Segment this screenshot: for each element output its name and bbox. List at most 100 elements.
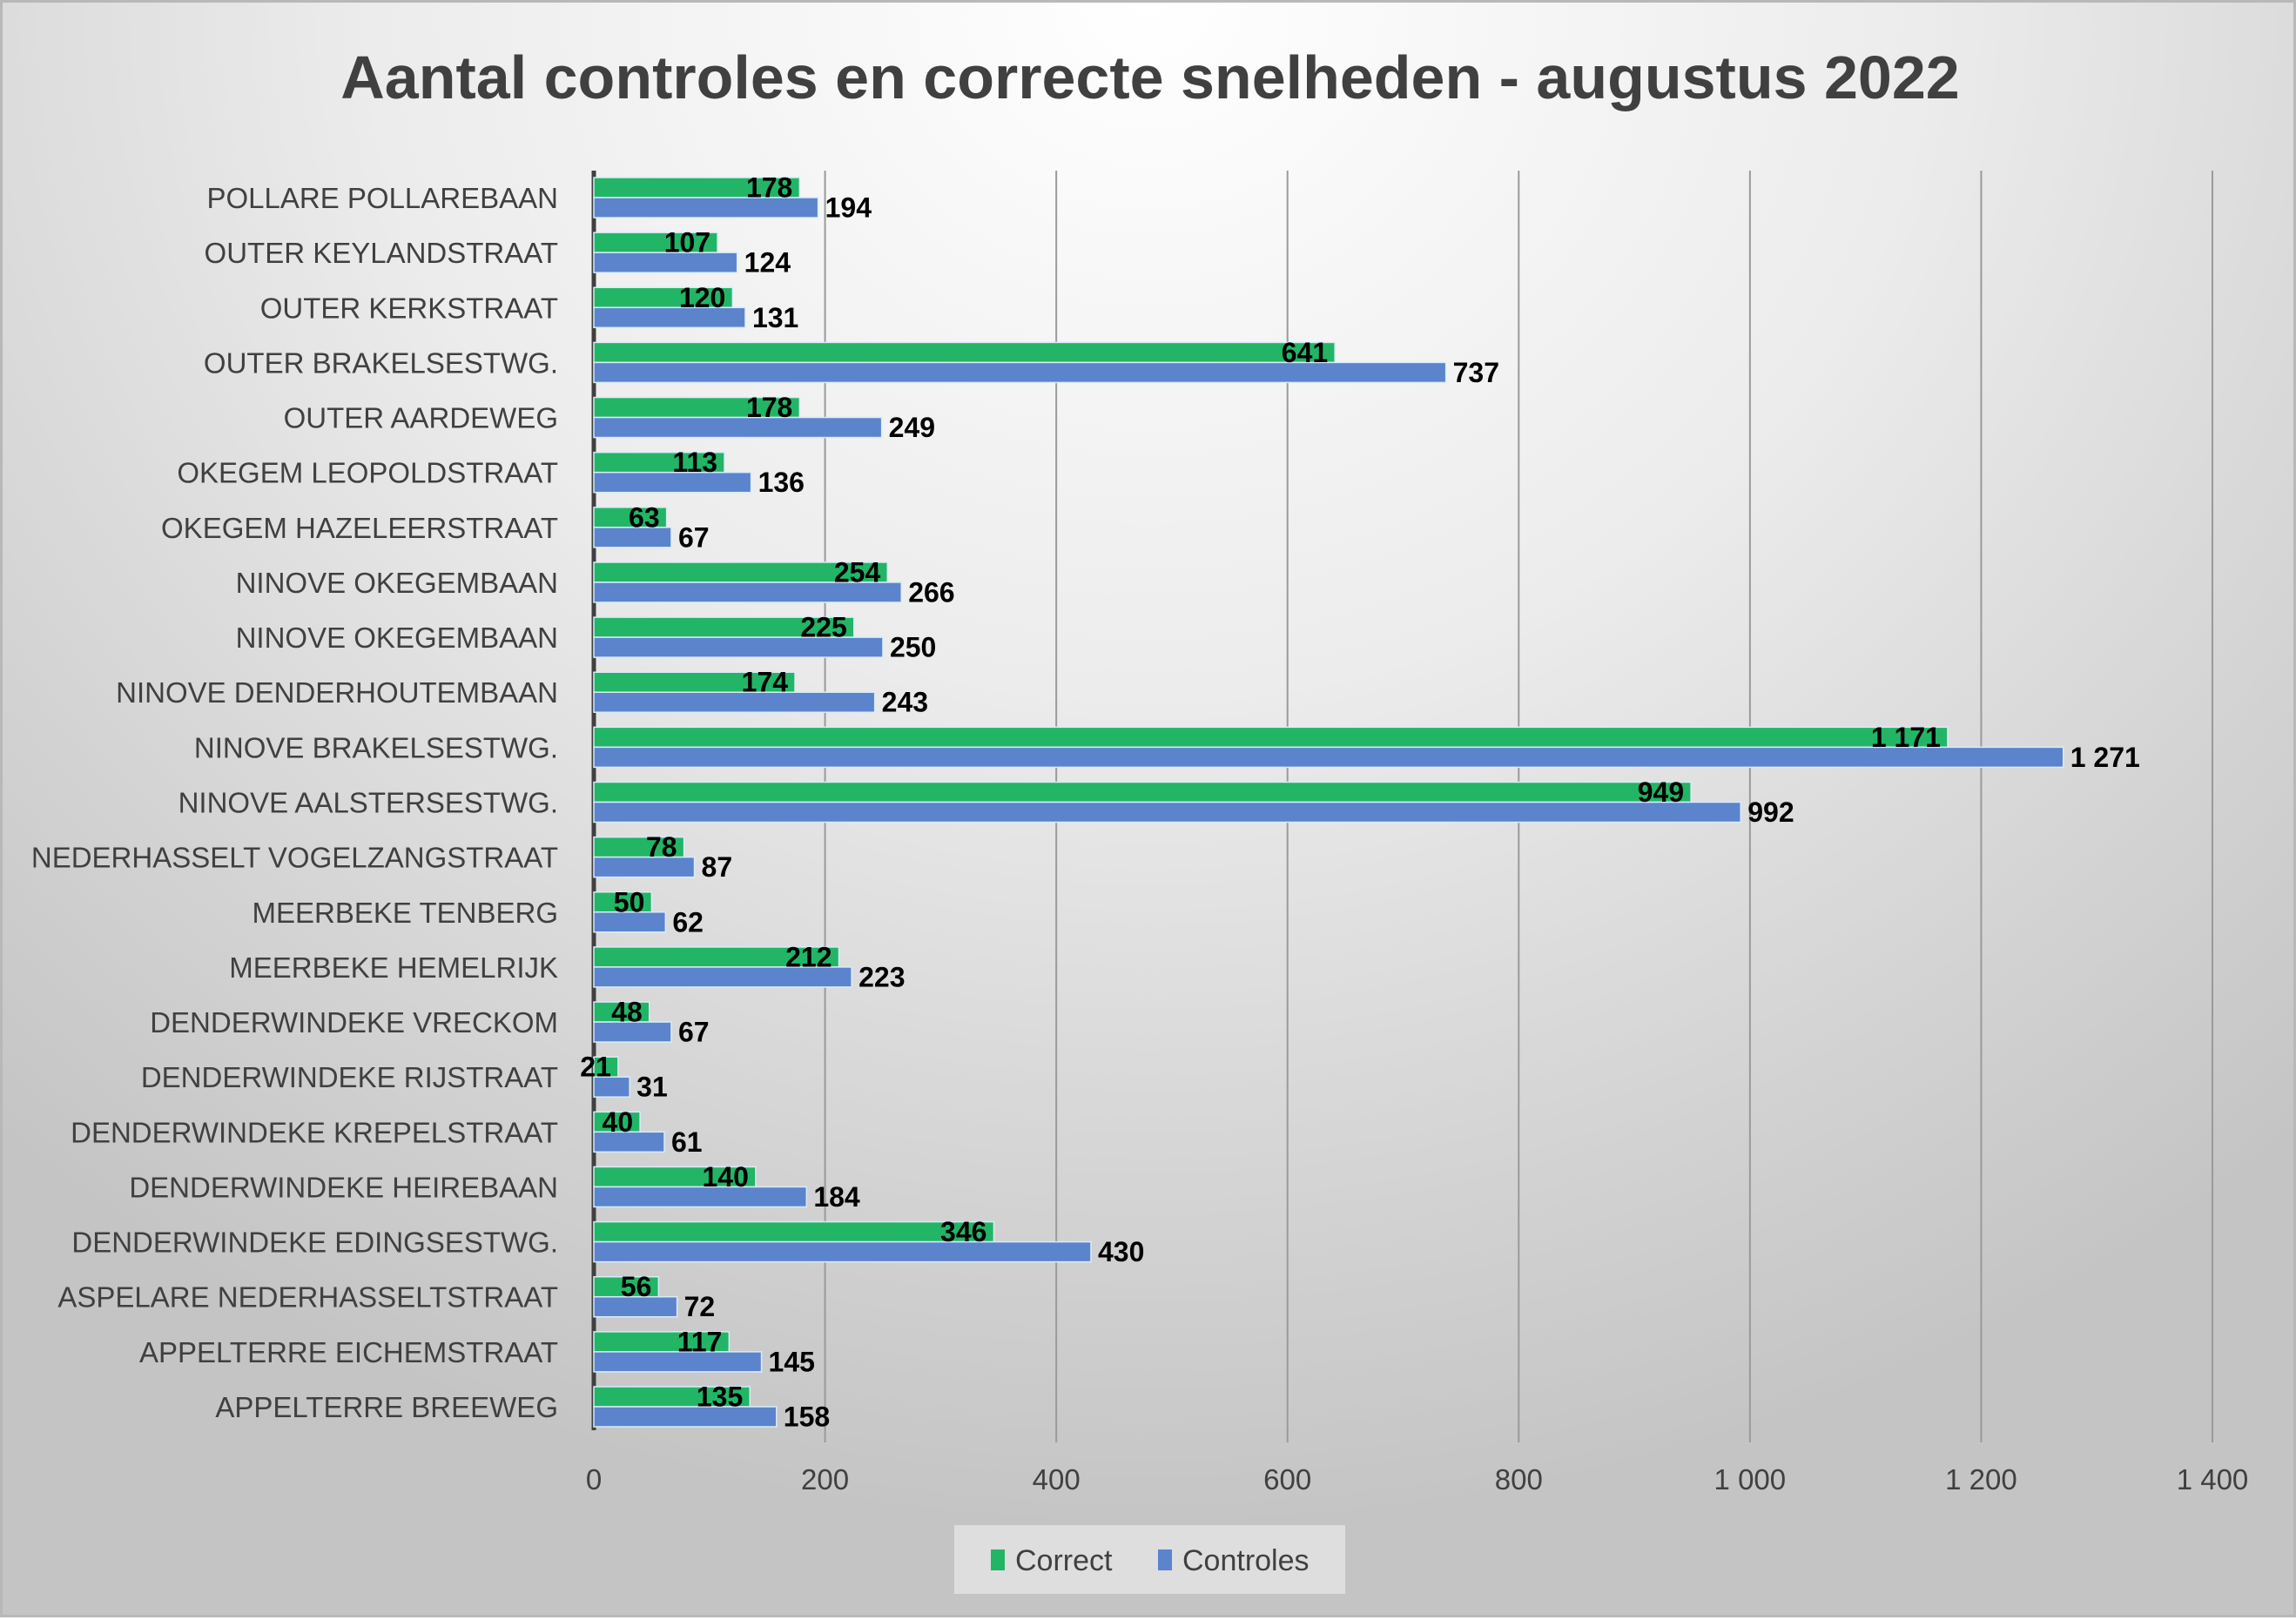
chart-title: Aantal controles en correcte snelheden -… — [340, 44, 1959, 111]
data-label-correct: 346 — [940, 1216, 986, 1247]
category-label: OKEGEM HAZELEERSTRAAT — [161, 512, 558, 544]
x-tick-label: 600 — [1263, 1463, 1311, 1496]
category-label: DENDERWINDEKE HEIREBAAN — [129, 1171, 558, 1203]
category-label: POLLARE POLLAREBAAN — [206, 182, 558, 214]
bar-controles — [593, 197, 819, 218]
data-label-controles: 87 — [702, 851, 733, 883]
category-label: NINOVE OKEGEMBAAN — [236, 622, 558, 654]
data-label-controles: 72 — [684, 1291, 716, 1322]
bar-controles — [593, 416, 883, 439]
data-label-controles: 62 — [672, 906, 704, 938]
data-label-controles: 67 — [678, 521, 710, 553]
data-label-controles: 243 — [882, 687, 928, 718]
data-label-correct: 56 — [621, 1271, 652, 1302]
data-label-correct: 135 — [697, 1381, 743, 1413]
data-label-correct: 48 — [611, 997, 643, 1028]
data-label-controles: 31 — [636, 1072, 668, 1103]
bar-controles — [593, 1240, 1092, 1263]
bar-controles — [593, 471, 752, 494]
x-tick-label: 1 400 — [2177, 1463, 2249, 1496]
data-label-controles: 992 — [1747, 797, 1794, 828]
data-label-correct: 225 — [800, 612, 846, 643]
category-label: NEDERHASSELT VOGELZANGSTRAAT — [31, 842, 558, 874]
category-label: OKEGEM LEOPOLDSTRAAT — [177, 457, 558, 489]
data-label-correct: 78 — [646, 831, 677, 863]
bar-controles — [593, 911, 667, 933]
data-label-controles: 250 — [890, 632, 936, 663]
data-label-controles: 1 271 — [2070, 742, 2140, 773]
data-label-controles: 158 — [784, 1402, 830, 1433]
data-label-controles: 131 — [752, 302, 798, 333]
bar-correct — [593, 781, 1692, 803]
bar-controles — [593, 1131, 665, 1153]
data-label-controles: 145 — [769, 1346, 815, 1377]
data-label-correct: 120 — [679, 282, 725, 313]
data-label-correct: 40 — [603, 1106, 634, 1138]
data-label-controles: 124 — [744, 247, 791, 279]
data-label-correct: 117 — [677, 1326, 723, 1357]
bar-controles — [593, 1021, 672, 1043]
x-tick-label: 800 — [1495, 1463, 1543, 1496]
bar-controles — [593, 636, 884, 658]
data-label-controles: 61 — [671, 1126, 703, 1158]
category-label: APPELTERRE EICHEMSTRAAT — [139, 1336, 558, 1368]
bar-controles — [593, 966, 852, 988]
data-label-correct: 1 171 — [1871, 722, 1941, 753]
category-label: OUTER KEYLANDSTRAAT — [205, 237, 558, 269]
data-label-controles: 266 — [908, 576, 954, 608]
category-label: DENDERWINDEKE KREPELSTRAAT — [71, 1116, 558, 1148]
data-label-correct: 63 — [629, 501, 660, 533]
category-label: NINOVE DENDERHOUTEMBAAN — [116, 676, 558, 709]
legend-swatch-controles — [1158, 1549, 1172, 1570]
bar-controles — [593, 1351, 763, 1373]
data-label-correct: 178 — [746, 392, 792, 423]
chart-svg: Aantal controles en correcte snelheden -… — [31, 44, 2249, 1594]
x-tick-label: 0 — [586, 1463, 602, 1496]
data-label-controles: 249 — [889, 412, 935, 443]
legend-swatch-correct — [991, 1549, 1005, 1570]
bar-controles — [593, 856, 696, 878]
bar-controles — [593, 1295, 678, 1318]
category-label: ASPELARE NEDERHASSELTSTRAAT — [57, 1281, 558, 1314]
data-label-controles: 737 — [1453, 357, 1499, 388]
x-tick-label: 1 200 — [1945, 1463, 2017, 1496]
category-label: DENDERWINDEKE VRECKOM — [150, 1006, 558, 1039]
bar-correct — [593, 1220, 995, 1243]
bar-controles — [593, 1186, 808, 1208]
data-label-correct: 113 — [672, 447, 717, 478]
category-label: MEERBEKE TENBERG — [252, 897, 558, 929]
data-label-controles: 194 — [825, 192, 872, 224]
legend-box — [954, 1525, 1345, 1594]
data-label-controles: 430 — [1098, 1236, 1144, 1267]
category-label: NINOVE AALSTERSESTWG. — [178, 787, 558, 819]
data-label-correct: 178 — [746, 172, 792, 204]
bar-controles — [593, 801, 1741, 823]
x-tick-label: 400 — [1033, 1463, 1081, 1496]
data-label-correct: 21 — [580, 1052, 611, 1083]
category-label: NINOVE BRAKELSESTWG. — [194, 731, 558, 763]
data-label-correct: 107 — [664, 227, 710, 259]
legend-label-controles: Controles — [1182, 1544, 1310, 1577]
data-label-controles: 67 — [678, 1017, 710, 1048]
bar-controles — [593, 1406, 778, 1428]
category-label: OUTER KERKSTRAAT — [260, 292, 558, 324]
legend-label-correct: Correct — [1015, 1544, 1113, 1577]
data-label-controles: 223 — [858, 961, 905, 992]
category-label: DENDERWINDEKE RIJSTRAAT — [141, 1061, 558, 1093]
category-label: OUTER AARDEWEG — [284, 402, 558, 434]
data-label-correct: 949 — [1638, 776, 1684, 808]
bar-correct — [593, 726, 1949, 749]
bar-controles — [593, 1076, 630, 1098]
bar-controles — [593, 581, 902, 603]
bar-controles — [593, 746, 2064, 769]
data-label-correct: 212 — [785, 941, 832, 972]
category-label: APPELTERRE BREEWEG — [215, 1391, 558, 1423]
x-tick-label: 200 — [801, 1463, 849, 1496]
data-label-correct: 254 — [834, 556, 881, 588]
data-label-correct: 50 — [614, 886, 645, 918]
x-tick-label: 1 000 — [1714, 1463, 1787, 1496]
category-label: NINOVE OKEGEMBAAN — [236, 567, 558, 599]
data-label-controles: 136 — [758, 467, 805, 498]
bar-controles — [593, 252, 738, 273]
